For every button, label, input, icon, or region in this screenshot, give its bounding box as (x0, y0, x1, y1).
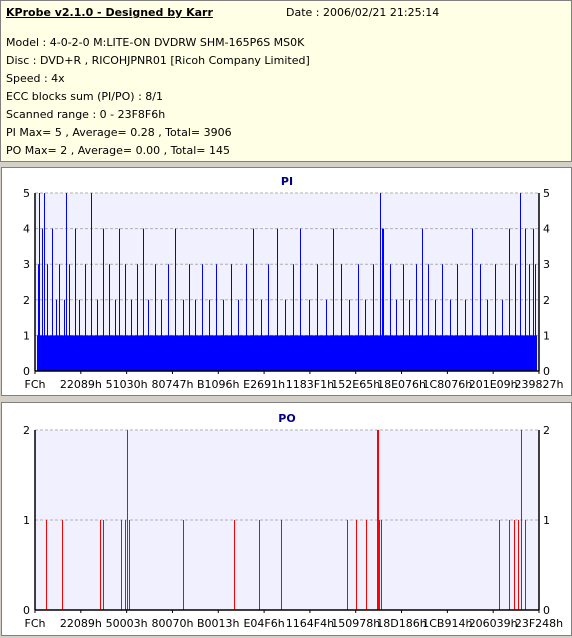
x-tick-label: 22089h (60, 617, 102, 630)
x-tick-label: 22089h (60, 378, 102, 391)
x-tick-label: 152E65h (331, 378, 380, 391)
y-tick-label-right: 1 (543, 514, 550, 527)
x-tick-label: 51030h (106, 378, 148, 391)
y-tick-label-left: 4 (23, 223, 30, 236)
y-tick-label-left: 2 (23, 294, 30, 307)
x-tick-label: 18D186h (376, 617, 426, 630)
x-tick-label: 239827h (515, 378, 564, 391)
x-tick-label: B1096h (197, 378, 240, 391)
y-tick-label-right: 1 (543, 329, 550, 342)
scan-date: Date : 2006/02/21 21:25:14 (286, 6, 440, 19)
x-tick-label: FCh (25, 378, 46, 391)
po-chart: PO 0 0 1 1 2 2 FCh 22089h 50003h 80070h B0013h E04F6… (23, 412, 563, 630)
chart-title: PO (278, 412, 295, 425)
baseline-band (37, 335, 537, 371)
pi-chart-panel: PI 0 0 1 1 2 2 3 3 4 4 5 5 FCh 22089h 51030h 80747h B1096… (1, 167, 572, 396)
x-tick-label: 1CB914h (422, 617, 472, 630)
pi-chart: PI 0 0 1 1 2 2 3 3 4 4 5 5 FCh 22089h 51030h 80747h B1096… (23, 175, 564, 391)
x-tick-label: 150978h (331, 617, 380, 630)
speed-line: Speed : 4x (6, 72, 65, 85)
y-tick-label-right: 2 (543, 294, 550, 307)
po-chart-panel: PO 0 0 1 1 2 2 FCh 22089h 50003h 80070h B0013h E04F6… (1, 402, 572, 636)
x-tick-label: 80747h (151, 378, 193, 391)
y-tick-label-right: 0 (543, 604, 550, 617)
y-tick-label-left: 0 (23, 365, 30, 378)
x-tick-label: 23F248h (515, 617, 563, 630)
y-tick-label-left: 1 (23, 329, 30, 342)
y-tick-label-left: 5 (23, 187, 30, 200)
x-tick-label: 1164F4h (286, 617, 334, 630)
x-tick-label: 1C8076h (423, 378, 473, 391)
y-tick-label-right: 4 (543, 223, 550, 236)
y-tick-label-right: 3 (543, 258, 550, 271)
x-tick-label: 1183F1h (286, 378, 334, 391)
po-summary-line: PO Max= 2 , Average= 0.00 , Total= 145 (6, 144, 230, 157)
y-tick-label-right: 2 (543, 424, 550, 437)
y-tick-label-left: 0 (23, 604, 30, 617)
x-tick-label: B0013h (197, 617, 240, 630)
x-tick-label: E04F6h (243, 617, 284, 630)
y-tick-label-left: 3 (23, 258, 30, 271)
model-line: Model : 4-0-2-0 M:LITE-ON DVDRW SHM-165P… (6, 36, 305, 49)
x-tick-label: FCh (25, 617, 46, 630)
chart-title: PI (281, 175, 293, 188)
x-tick-label: 50003h (106, 617, 148, 630)
x-tick-label: 80070h (151, 617, 193, 630)
ecc-line: ECC blocks sum (PI/PO) : 8/1 (6, 90, 163, 103)
range-line: Scanned range : 0 - 23F8F6h (6, 108, 166, 121)
y-tick-label-left: 2 (23, 424, 30, 437)
disc-line: Disc : DVD+R , RICOHJPNR01 [Ricoh Compan… (6, 54, 310, 67)
x-tick-label: 18E076h (377, 378, 426, 391)
y-tick-label-left: 1 (23, 514, 30, 527)
pi-summary-line: PI Max= 5 , Average= 0.28 , Total= 3906 (6, 126, 232, 139)
x-tick-label: E2691h (243, 378, 285, 391)
app-title: KProbe v2.1.0 - Designed by Karr (6, 6, 213, 19)
x-tick-label: 206039h (469, 617, 518, 630)
x-tick-label: 201E09h (469, 378, 518, 391)
y-tick-label-right: 5 (543, 187, 550, 200)
y-tick-label-right: 0 (543, 365, 550, 378)
info-header: KProbe v2.1.0 - Designed by Karr Date : … (0, 0, 572, 162)
